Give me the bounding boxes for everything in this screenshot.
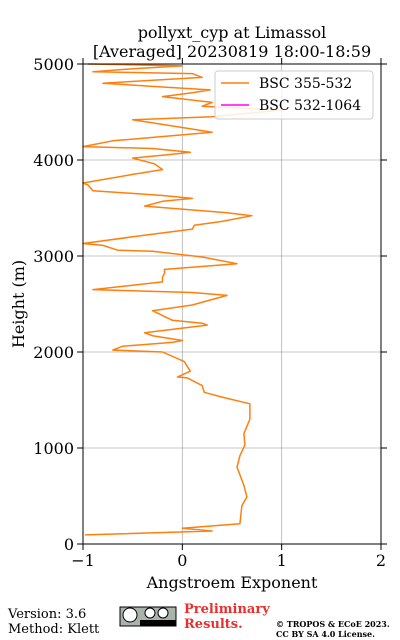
x-tick-label: 0	[177, 551, 187, 570]
method: Method: Klett	[8, 622, 100, 637]
plot-frame	[82, 63, 382, 545]
x-tick-label: −1	[71, 551, 95, 570]
cc-logo	[119, 606, 177, 627]
legend-label: BSC 532-1064	[259, 98, 361, 114]
license: CC BY SA 4.0 License.	[276, 629, 375, 639]
x-tick-label: 2	[376, 551, 386, 570]
y-tick-label: 2000	[33, 343, 74, 362]
chart-title: pollyxt_cyp at Limassol	[138, 23, 327, 42]
chart-subtitle: [Averaged] 20230819 18:00-18:59	[93, 42, 371, 61]
y-tick-label: 3000	[33, 247, 74, 266]
y-tick-label: 4000	[33, 151, 74, 170]
status: Preliminary Results.	[184, 602, 270, 632]
legend-label: BSC 355-532	[259, 76, 352, 92]
y-axis-label: Height (m)	[9, 260, 28, 348]
copyright: © TROPOS & ECoE 2023.	[276, 619, 390, 629]
legend-box	[214, 70, 374, 120]
y-tick-label: 5000	[33, 55, 74, 74]
x-tick-label: 1	[277, 551, 287, 570]
y-tick-label: 0	[64, 535, 74, 554]
x-axis-label: Angstroem Exponent	[146, 573, 318, 592]
y-tick-label: 1000	[33, 439, 74, 458]
version: Version: 3.6	[8, 607, 87, 622]
